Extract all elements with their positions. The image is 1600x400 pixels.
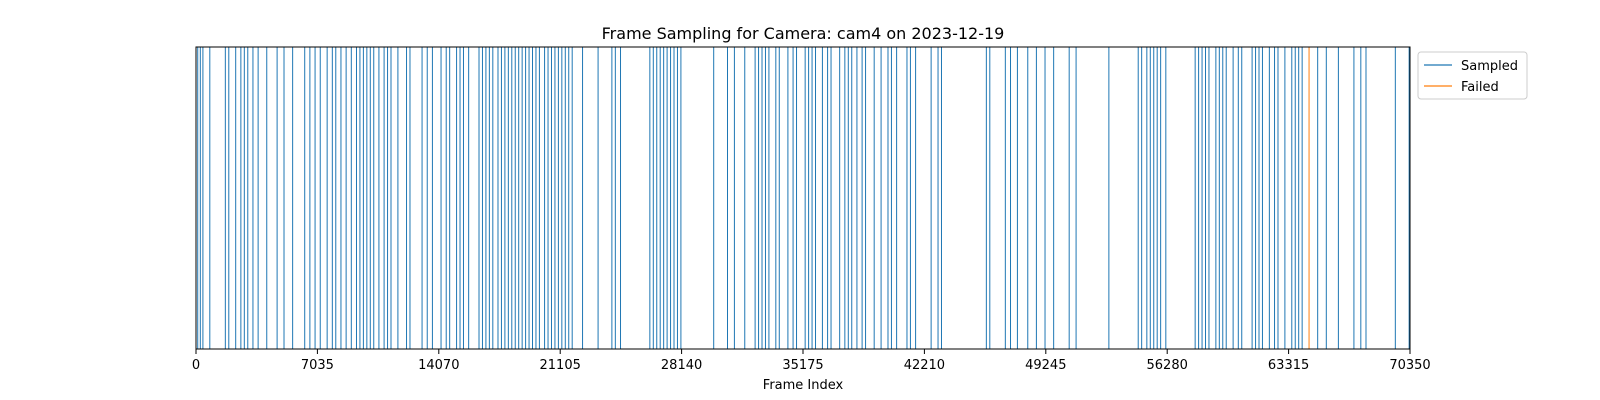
chart-title: Frame Sampling for Camera: cam4 on 2023-… xyxy=(602,24,1005,43)
event-lines xyxy=(197,47,1410,349)
x-tick-label: 7035 xyxy=(301,358,334,373)
legend-label-failed: Failed xyxy=(1461,80,1499,95)
x-tick-label: 14070 xyxy=(418,358,459,373)
x-tick-label: 63315 xyxy=(1268,358,1309,373)
legend-box xyxy=(1417,51,1528,100)
x-tick-label: 35175 xyxy=(782,358,823,373)
x-axis-label: Frame Index xyxy=(763,378,844,393)
plot-frame xyxy=(195,46,1411,350)
x-tick-label: 49245 xyxy=(1025,358,1066,373)
x-tick-label: 56280 xyxy=(1147,358,1188,373)
x-tick-label: 21105 xyxy=(540,358,581,373)
x-axis: 0 7035 14070 21105 28140 35175 42210 49245 56280… xyxy=(192,349,1431,373)
x-tick-label: 0 xyxy=(192,358,200,373)
x-tick-label: 42210 xyxy=(904,358,945,373)
x-tick-label: 70350 xyxy=(1389,358,1430,373)
legend: Sampled Failed xyxy=(1417,51,1528,100)
x-tick-label: 28140 xyxy=(661,358,702,373)
legend-label-sampled: Sampled xyxy=(1461,59,1518,74)
